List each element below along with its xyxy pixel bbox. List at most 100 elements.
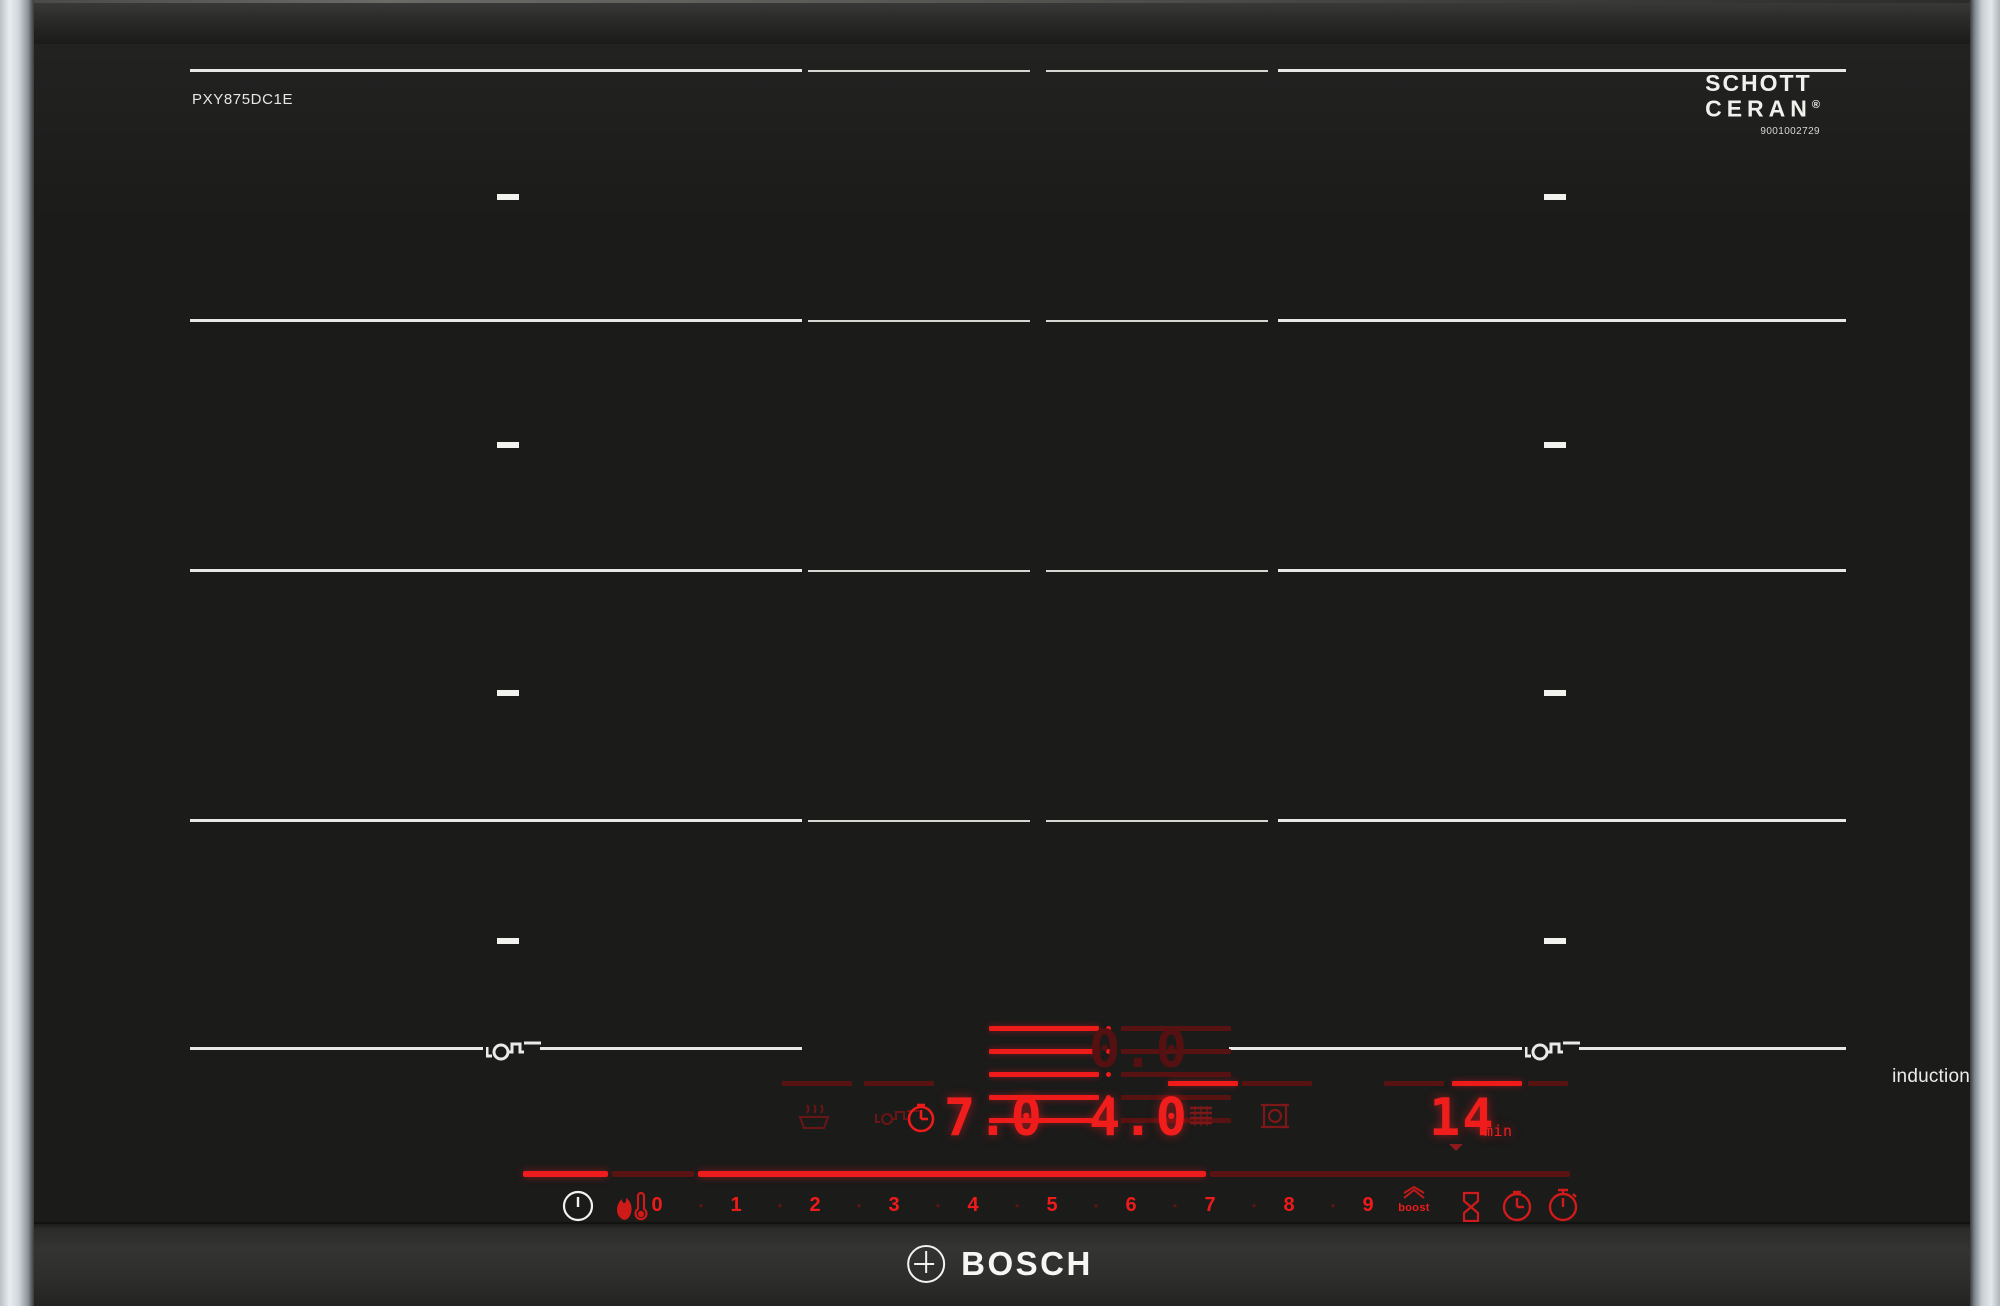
glass-reflection (34, 44, 1970, 224)
top-zone-level: 0.0 (1089, 1020, 1189, 1080)
zone-rule-2a (190, 319, 802, 322)
slider-level-3[interactable]: 3 (888, 1194, 900, 1216)
slider-track-seg2[interactable] (612, 1171, 694, 1177)
slider-level-7[interactable]: 7 (1204, 1194, 1216, 1216)
bosch-wordmark: BOSCH (961, 1245, 1093, 1282)
zone-center-dash-7 (497, 938, 519, 944)
slider-halftick-0[interactable]: • (698, 1198, 704, 1213)
level-bar-row1-left[interactable] (989, 1026, 1099, 1031)
level-dot-row2 (1106, 1049, 1111, 1054)
level-bar-row2-right[interactable] (1121, 1049, 1231, 1054)
slider-level-5[interactable]: 5 (1046, 1194, 1058, 1216)
slider-track-seg3[interactable] (698, 1171, 1206, 1177)
slider-level-9[interactable]: 9 (1362, 1194, 1374, 1216)
timer-clock-icon[interactable] (904, 1100, 938, 1134)
bosch-logo: BOSCH (907, 1245, 1093, 1283)
control-panel[interactable]: 7.0 0.0 4.0 (34, 1004, 1970, 1224)
level-dot-row3 (1106, 1072, 1111, 1077)
frame-top-highlight (34, 0, 1970, 3)
level-bar-row1-right[interactable] (1121, 1026, 1231, 1031)
level-dot-row4 (1106, 1095, 1111, 1100)
pan-detect-bar[interactable] (1242, 1081, 1312, 1086)
zone-rule-3d (1278, 569, 1846, 572)
panel-divider (34, 1222, 1970, 1224)
slider-halftick-2[interactable]: • (856, 1198, 862, 1213)
keep-warm-bar[interactable] (782, 1081, 852, 1086)
zone-rule-4d (1278, 819, 1846, 822)
level-bar-row3-right[interactable] (1121, 1072, 1231, 1077)
registered-mark: ® (1811, 99, 1820, 111)
frying-sensor-icon[interactable] (874, 1104, 920, 1130)
slider-track-seg4[interactable] (1210, 1171, 1570, 1177)
zone-rule-4a (190, 819, 802, 822)
level-bar-row3-left[interactable] (989, 1072, 1099, 1077)
bosch-emblem-icon (907, 1245, 946, 1283)
grill-lines-icon[interactable] (1186, 1103, 1216, 1131)
slider-halftick-1[interactable]: • (777, 1198, 783, 1213)
zone-rule-5d (1579, 1047, 1846, 1050)
timer-bar-right[interactable] (1528, 1081, 1568, 1086)
pan-detection-icon[interactable] (1259, 1101, 1291, 1131)
grill-bar[interactable] (1168, 1081, 1238, 1086)
keep-warm-icon[interactable] (610, 1190, 650, 1224)
zone-rule-1d (1278, 69, 1846, 72)
zone-center-dash-1 (497, 194, 519, 200)
level-bar-row5-right[interactable] (1121, 1118, 1231, 1123)
timer-unit: min (1484, 1122, 1513, 1140)
slider-halftick-6[interactable]: • (1172, 1198, 1178, 1213)
caret-down-icon (1449, 1144, 1463, 1151)
level-dot-row1b (1106, 1026, 1111, 1031)
boost-arrow-icon[interactable] (1400, 1186, 1428, 1200)
zone-center-dash-4 (1544, 442, 1566, 448)
warming-plate-icon[interactable] (795, 1102, 833, 1132)
stopwatch-icon[interactable] (1546, 1187, 1580, 1223)
zone-center-dash-3 (497, 442, 519, 448)
zone-rule-1a (190, 69, 802, 72)
zone-rule-2c (1046, 320, 1268, 322)
slider-halftick-7[interactable]: • (1251, 1198, 1257, 1213)
schott-line: SCHOTT (1705, 70, 1812, 96)
slider-level-1[interactable]: 1 (730, 1194, 742, 1216)
zone-center-dash-8 (1544, 938, 1566, 944)
timer-value: 14 (1429, 1088, 1496, 1148)
right-zone-level: 4.0 (1089, 1088, 1189, 1148)
frying-sensor-bar[interactable] (864, 1081, 934, 1086)
zone-rule-2b (808, 320, 1030, 322)
slider-track-seg1[interactable] (523, 1171, 608, 1177)
zone-rule-3c (1046, 570, 1268, 572)
timer-bar-active[interactable] (1452, 1081, 1522, 1086)
zone-rule-2d (1278, 319, 1846, 322)
zone-rule-4b (808, 820, 1030, 822)
zone-rule-5a (190, 1047, 483, 1050)
slider-halftick-8[interactable]: • (1330, 1198, 1336, 1213)
frame-right-bevel (1970, 0, 2000, 1306)
hourglass-icon[interactable] (1456, 1190, 1486, 1224)
level-bar-row5-left[interactable] (989, 1118, 1099, 1123)
model-code: PXY875DC1E (192, 91, 294, 108)
induction-coil-icon (486, 1041, 541, 1061)
slider-halftick-5[interactable]: • (1093, 1198, 1099, 1213)
zone-center-dash-6 (1544, 690, 1566, 696)
timer-bar-left[interactable] (1384, 1081, 1444, 1086)
ceran-line: CERAN® (1705, 94, 1820, 120)
ceran-text: CERAN (1705, 95, 1812, 122)
slider-level-4[interactable]: 4 (967, 1194, 979, 1216)
level-bar-row4-right[interactable] (1121, 1095, 1231, 1100)
zone-rule-4c (1046, 820, 1268, 822)
boost-label[interactable]: boost (1398, 1202, 1430, 1214)
level-bar-row2-left[interactable] (989, 1049, 1099, 1054)
clock-icon[interactable] (1500, 1189, 1534, 1223)
slider-level-0[interactable]: 0 (651, 1194, 663, 1216)
power-icon[interactable] (561, 1189, 595, 1223)
zone-rule-5b (540, 1047, 802, 1050)
zone-rule-3b (808, 570, 1030, 572)
level-bar-row4-left[interactable] (989, 1095, 1099, 1100)
slider-level-8[interactable]: 8 (1283, 1194, 1295, 1216)
slider-level-2[interactable]: 2 (809, 1194, 821, 1216)
slider-level-6[interactable]: 6 (1125, 1194, 1137, 1216)
slider-halftick-4[interactable]: • (1014, 1198, 1020, 1213)
schott-ceran-logo: SCHOTT CERAN® 9001002729 (1705, 72, 1820, 137)
slider-halftick-3[interactable]: • (935, 1198, 941, 1213)
frame-left-bevel (0, 0, 34, 1306)
